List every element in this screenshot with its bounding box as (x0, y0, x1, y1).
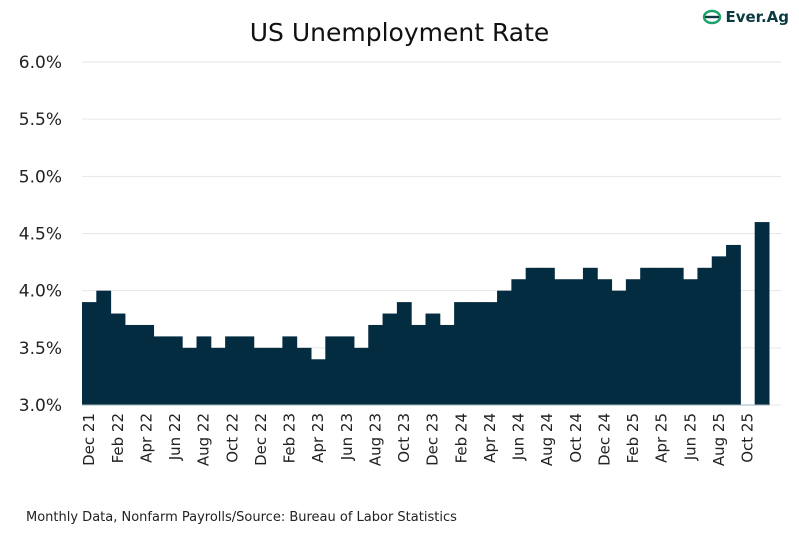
bar (382, 313, 398, 405)
bar (525, 267, 541, 405)
y-tick-label: 3.5% (19, 339, 62, 359)
y-tick-label: 3.0% (19, 396, 62, 416)
bar (96, 290, 112, 405)
bar (82, 302, 97, 405)
bar (454, 302, 469, 405)
bar (468, 302, 484, 405)
x-tick-label: Dec 23 (424, 413, 442, 466)
bar (625, 279, 641, 405)
x-tick-label: Dec 21 (80, 413, 98, 466)
logo-icon (703, 9, 722, 25)
x-tick-label: Jun 24 (510, 413, 528, 461)
x-tick-label: Oct 22 (223, 413, 241, 463)
x-tick-label: Dec 22 (252, 413, 270, 466)
x-tick-label: Oct 24 (567, 413, 585, 463)
x-tick-label: Aug 24 (538, 413, 556, 466)
y-tick-label: 4.0% (19, 282, 62, 302)
bar (497, 290, 512, 405)
x-tick-label: Feb 22 (109, 413, 127, 463)
bar (597, 279, 613, 405)
x-tick-label: Oct 23 (395, 413, 413, 463)
bar (353, 347, 369, 405)
x-tick-label: Apr 25 (653, 413, 671, 463)
chart-title: US Unemployment Rate (249, 18, 550, 47)
y-tick-label: 5.0% (19, 167, 62, 187)
bar (239, 336, 255, 405)
bar (582, 267, 598, 405)
x-tick-label: Dec 24 (595, 413, 613, 466)
bar (325, 336, 341, 405)
x-tick-label: Aug 23 (366, 413, 384, 466)
bar (110, 313, 126, 405)
bar (153, 336, 169, 405)
bar (726, 244, 741, 405)
bar (668, 267, 684, 405)
x-tick-label: Jun 23 (338, 413, 356, 461)
bar (425, 313, 441, 405)
x-tick-label: Apr 22 (137, 413, 155, 463)
bar (568, 279, 584, 405)
everag-logo: Ever.Ag (702, 8, 789, 26)
x-tick-label: Aug 22 (195, 413, 213, 466)
bar (554, 279, 570, 405)
y-tick-label: 4.5% (19, 225, 62, 245)
source-note: Monthly Data, Nonfarm Payrolls/Source: B… (26, 510, 457, 525)
bar (396, 302, 412, 405)
bar (411, 324, 426, 405)
x-tick-label: Oct 25 (739, 413, 757, 463)
bar (683, 279, 698, 405)
bar (711, 256, 727, 405)
bar (311, 359, 326, 405)
bar (210, 347, 226, 405)
x-tick-label: Apr 23 (309, 413, 327, 463)
bar (167, 336, 183, 405)
bar (339, 336, 355, 405)
bar (754, 222, 770, 405)
bar (511, 279, 527, 405)
bar (139, 324, 155, 405)
bar (124, 324, 140, 405)
y-tick-label: 5.5% (19, 110, 62, 130)
logo-text: Ever.Ag (725, 8, 789, 26)
x-tick-label: Jun 25 (681, 413, 699, 461)
x-tick-label: Feb 24 (452, 413, 470, 463)
x-tick-label: Apr 24 (481, 413, 499, 463)
bar (296, 347, 312, 405)
bar (253, 347, 269, 405)
bar (611, 290, 627, 405)
y-tick-label: 6.0% (19, 53, 62, 73)
bar (225, 336, 240, 405)
x-tick-label: Jun 22 (166, 413, 184, 461)
bar (482, 302, 498, 405)
bar (268, 347, 283, 405)
bar (640, 267, 655, 405)
bar (654, 267, 670, 405)
bar (439, 324, 455, 405)
x-tick-label: Aug 25 (710, 413, 728, 466)
x-tick-label: Feb 25 (624, 413, 642, 463)
bar (182, 347, 197, 405)
bar (196, 336, 212, 405)
x-tick-label: Feb 23 (281, 413, 299, 463)
bar (540, 267, 555, 405)
bar (282, 336, 298, 405)
bar (697, 267, 713, 405)
bar (368, 324, 384, 405)
